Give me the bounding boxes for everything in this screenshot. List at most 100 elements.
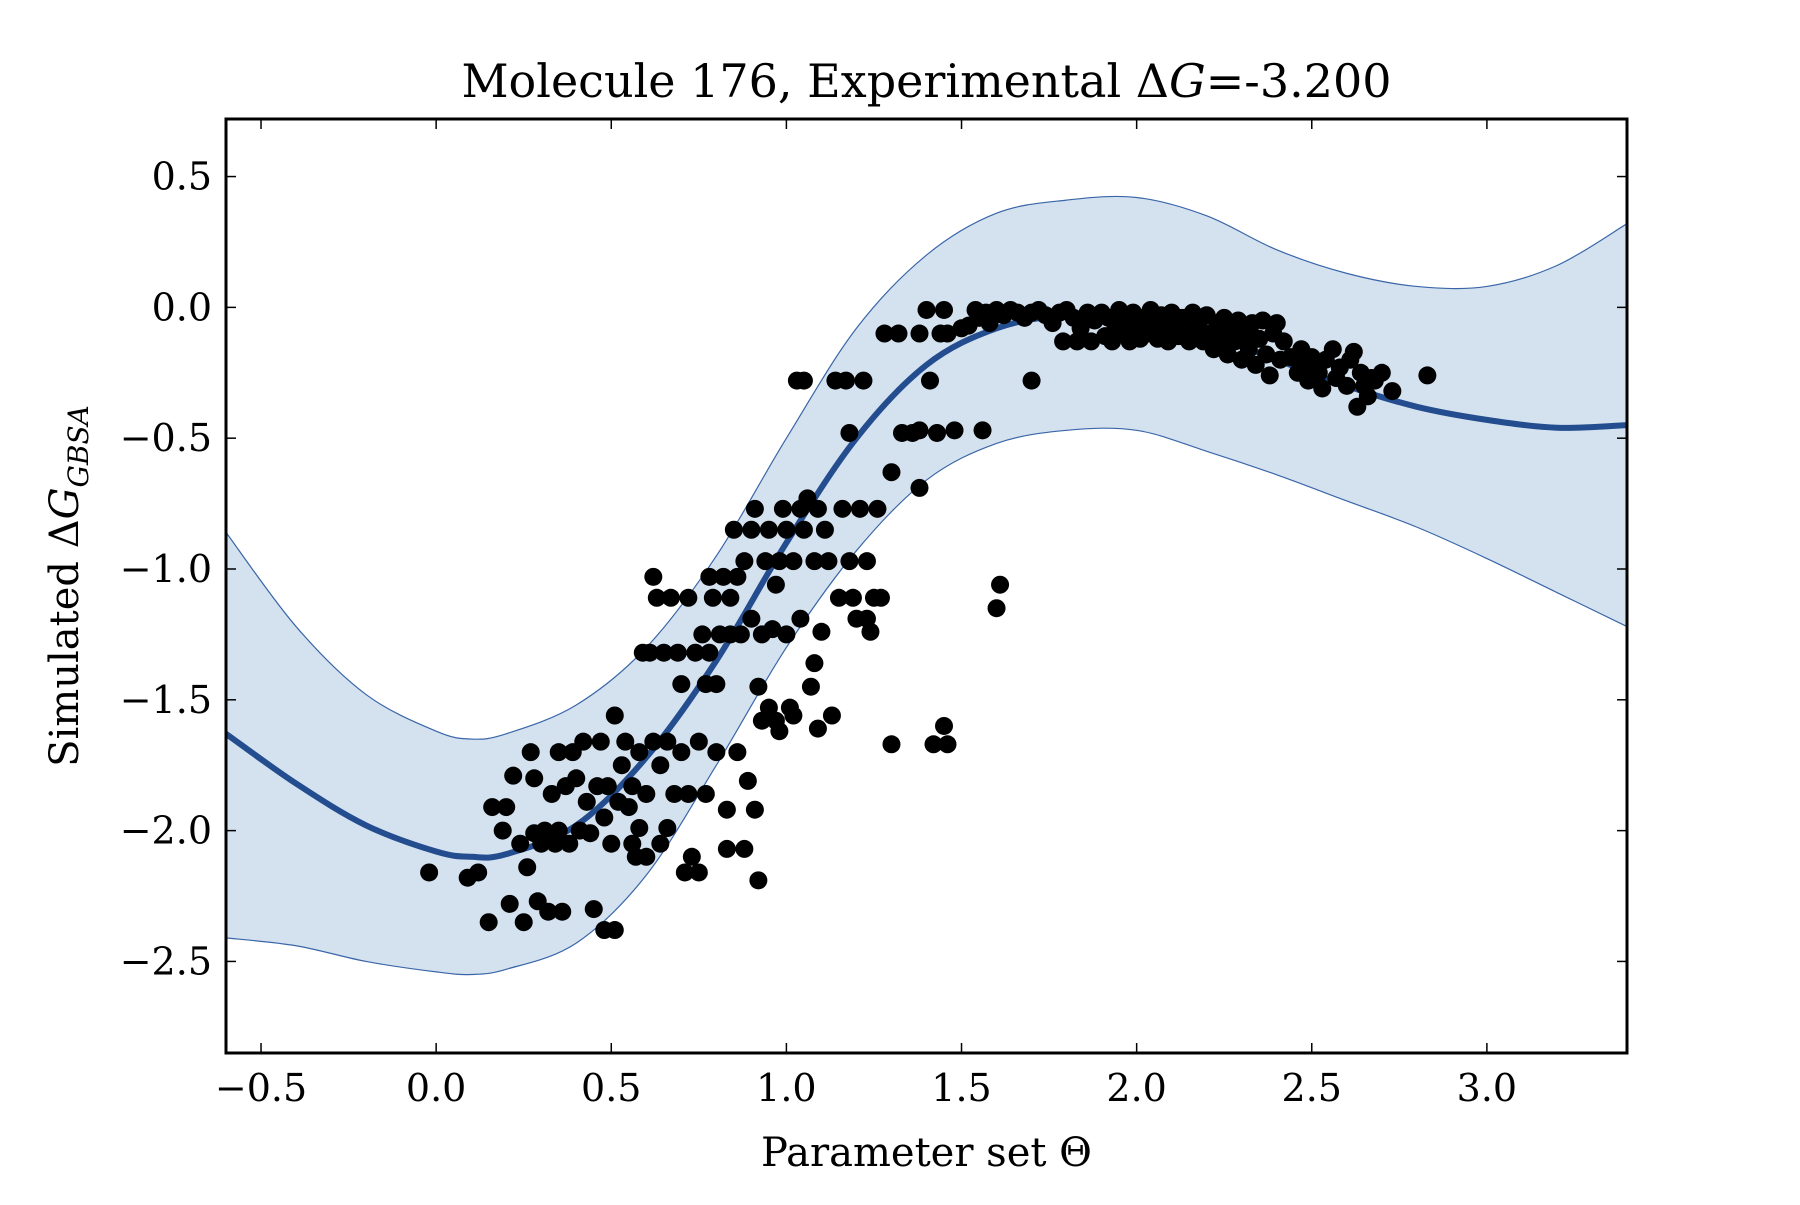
data-point <box>700 567 719 586</box>
data-point <box>605 706 624 725</box>
data-point <box>654 643 673 662</box>
data-point <box>647 588 666 607</box>
data-point <box>1260 366 1279 385</box>
data-point <box>833 499 852 518</box>
data-point <box>882 735 901 754</box>
data-point <box>917 300 936 319</box>
data-point <box>689 863 708 882</box>
data-point <box>511 834 530 853</box>
chart-title: Molecule 176, Experimental ΔG=-3.200 <box>461 54 1391 108</box>
y-tick-label: −2.0 <box>120 809 212 853</box>
data-point <box>1274 332 1293 351</box>
data-point <box>672 743 691 762</box>
data-point <box>728 743 747 762</box>
data-point <box>693 625 712 644</box>
data-point <box>1022 371 1041 390</box>
data-point <box>574 732 593 751</box>
data-point <box>500 894 519 913</box>
data-point <box>644 732 663 751</box>
y-axis-label: Simulated ΔGGBSA <box>42 405 95 767</box>
data-point <box>598 777 617 796</box>
y-tick-label: 0.0 <box>152 285 212 329</box>
data-point <box>935 300 954 319</box>
data-point <box>1344 342 1363 361</box>
data-point <box>766 575 785 594</box>
x-tick-label: 1.5 <box>931 1066 991 1110</box>
x-tick-label: 0.0 <box>406 1066 466 1110</box>
data-point <box>1323 340 1342 359</box>
data-point <box>560 834 579 853</box>
y-tick-label: −0.5 <box>120 416 212 460</box>
data-point <box>854 371 873 390</box>
data-point <box>910 324 929 343</box>
data-point <box>717 839 736 858</box>
data-point <box>602 834 621 853</box>
data-point <box>850 499 869 518</box>
data-point <box>493 821 512 840</box>
data-point <box>567 769 586 788</box>
data-point <box>742 609 761 628</box>
data-point <box>686 643 705 662</box>
data-point <box>721 588 740 607</box>
data-point <box>836 371 855 390</box>
data-point <box>518 858 537 877</box>
data-point <box>1253 311 1272 330</box>
data-point <box>1418 366 1437 385</box>
data-point <box>584 900 603 919</box>
data-point <box>822 706 841 725</box>
data-point <box>707 743 726 762</box>
data-point <box>987 599 1006 618</box>
data-point <box>763 620 782 639</box>
data-point <box>924 735 943 754</box>
data-point <box>696 784 715 803</box>
data-point <box>735 839 754 858</box>
data-point <box>812 622 831 641</box>
data-point <box>640 643 659 662</box>
data-point <box>1257 345 1276 364</box>
data-point <box>514 913 533 932</box>
data-point <box>623 777 642 796</box>
x-tick-label: 3.0 <box>1457 1066 1517 1110</box>
data-point <box>630 743 649 762</box>
data-point <box>612 756 631 775</box>
data-point <box>661 588 680 607</box>
data-point <box>668 643 687 662</box>
data-point <box>539 902 558 921</box>
data-point <box>840 423 859 442</box>
data-point <box>882 463 901 482</box>
data-point <box>595 808 614 827</box>
data-point <box>619 798 638 817</box>
data-point <box>991 575 1010 594</box>
data-point <box>479 913 498 932</box>
data-point <box>770 722 789 741</box>
data-point <box>928 423 947 442</box>
data-point <box>784 552 803 571</box>
data-point <box>871 588 890 607</box>
data-point <box>420 863 439 882</box>
data-point <box>504 766 523 785</box>
data-point <box>637 847 656 866</box>
data-point <box>945 421 964 440</box>
data-point <box>1302 348 1321 367</box>
data-point <box>1313 379 1332 398</box>
x-axis-label: Parameter set Θ <box>761 1130 1092 1176</box>
data-point <box>777 625 796 644</box>
data-point <box>616 732 635 751</box>
data-point <box>857 552 876 571</box>
y-tick-label: −2.5 <box>120 939 212 983</box>
confidence-band-upper-edge <box>226 195 1627 740</box>
plot-frame <box>224 117 1629 1055</box>
x-tick-label: 0.5 <box>581 1066 641 1110</box>
data-point <box>875 324 894 343</box>
x-tick-label: 2.0 <box>1106 1066 1166 1110</box>
data-point <box>553 902 572 921</box>
data-point <box>759 520 778 539</box>
data-point <box>637 784 656 803</box>
data-point <box>1372 363 1391 382</box>
data-point <box>577 792 596 811</box>
data-point <box>549 821 568 840</box>
data-point <box>815 520 834 539</box>
data-point <box>935 716 954 735</box>
data-point <box>703 588 722 607</box>
